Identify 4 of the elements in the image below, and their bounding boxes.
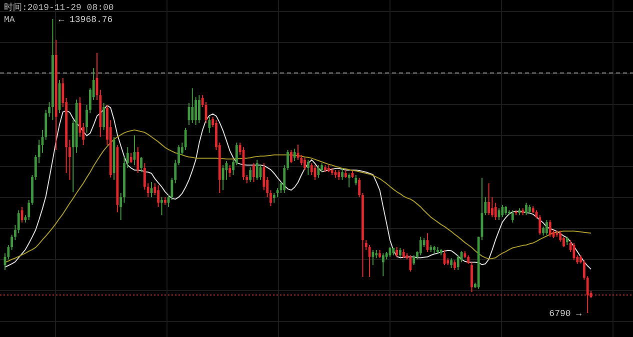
chart-title: 时间:2019-11-29 08:00	[4, 2, 114, 13]
annotation: ← 13968.76	[58, 15, 113, 25]
legend-title: MA	[4, 15, 16, 25]
annotation: 6790 →	[549, 309, 582, 319]
